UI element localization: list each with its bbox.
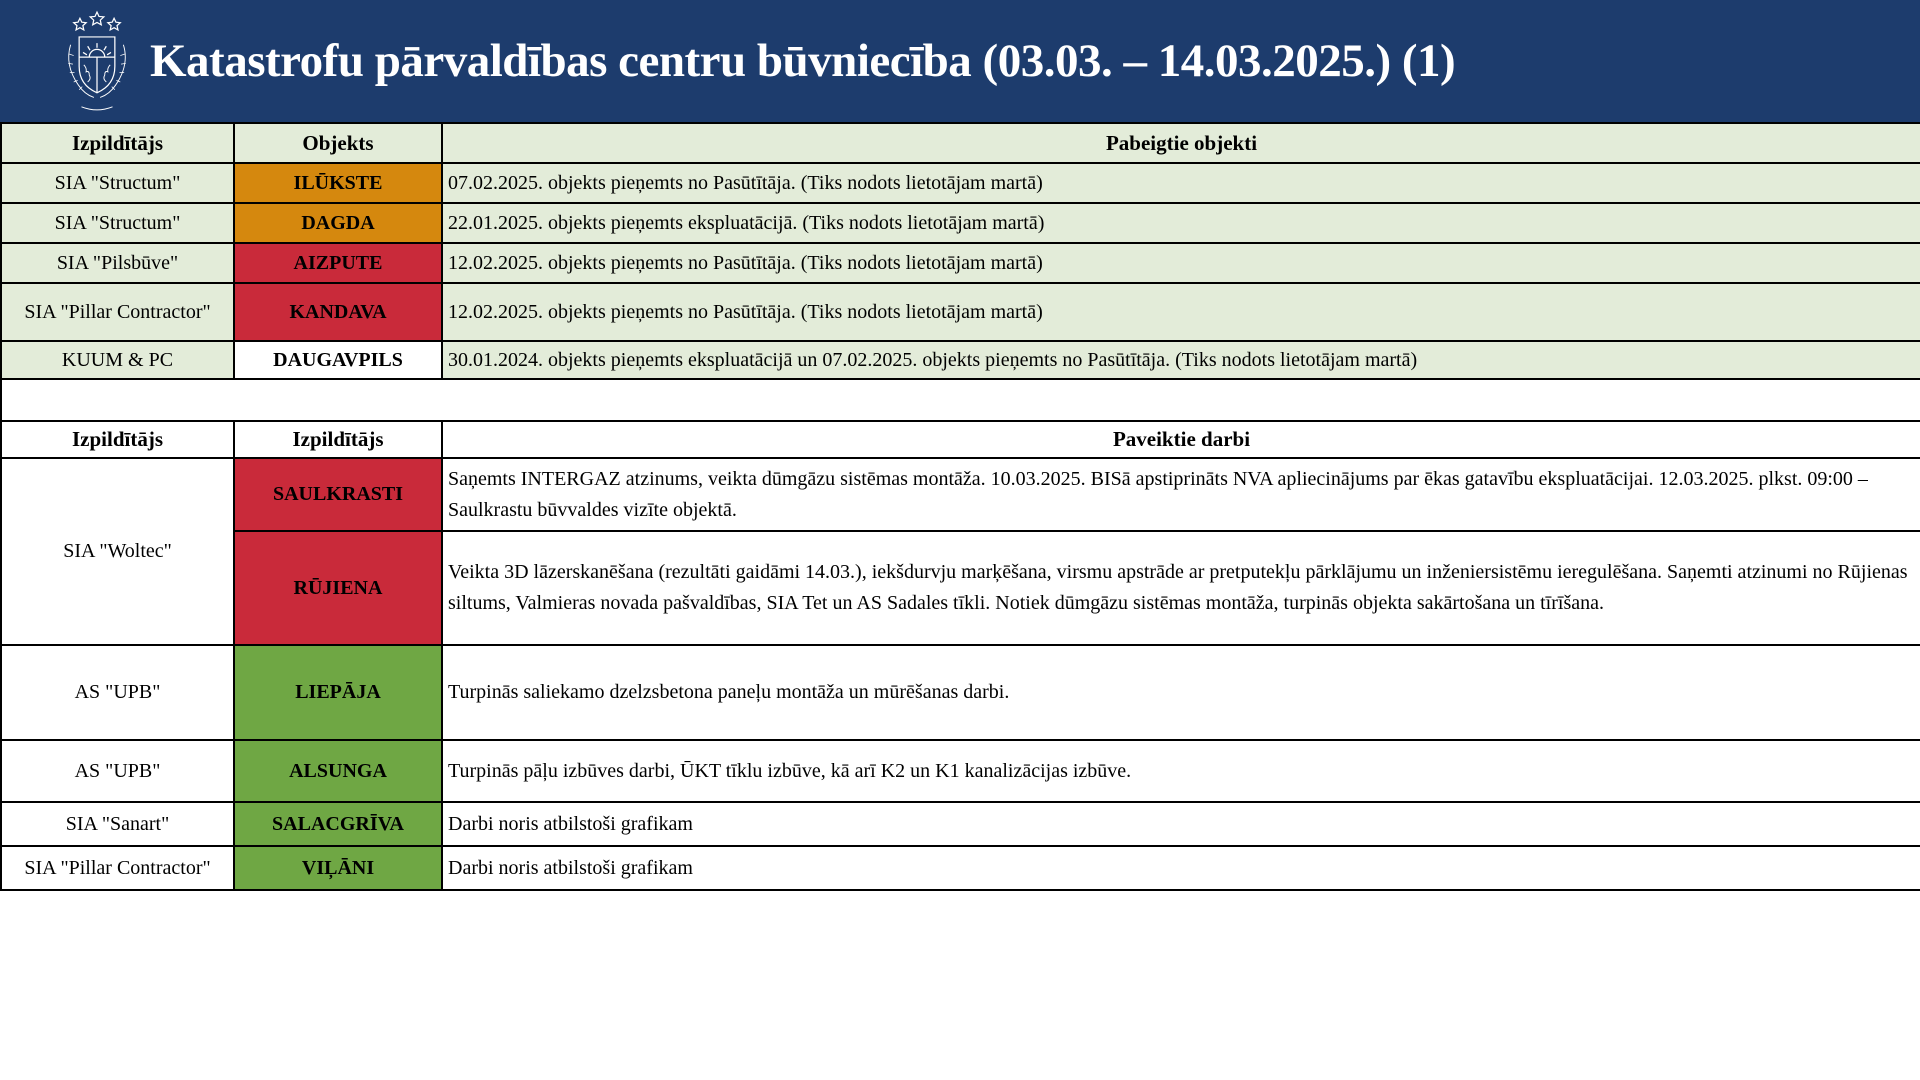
work-cell: Turpinās saliekamo dzelzsbetona paneļu m… (441, 644, 1920, 741)
table-row: KUUM & PC DAUGAVPILS 30.01.2024. objekts… (0, 340, 1920, 380)
object-status-cell: KANDAVA (233, 282, 443, 342)
progress-col-object: Izpildītājs (233, 420, 443, 459)
table-row: RŪJIENA Veikta 3D lāzerskanēšana (rezult… (1, 530, 1920, 646)
table-row: SIA "Woltec" SAULKRASTI Saņemts INTERGAZ… (0, 457, 1920, 646)
page-title: Katastrofu pārvaldības centru būvniecība… (150, 35, 1456, 87)
note-cell: 12.02.2025. objekts pieņemts no Pasūtītā… (441, 242, 1920, 284)
table-row: SIA "Sanart" SALACGRĪVA Darbi noris atbi… (0, 801, 1920, 847)
executor-cell: SIA "Pillar Contractor" (0, 845, 235, 891)
work-cell: Saņemts INTERGAZ atzinums, veikta dūmgāz… (441, 457, 1920, 532)
note-cell: 12.02.2025. objekts pieņemts no Pasūtītā… (441, 282, 1920, 342)
executor-cell: SIA "Pilsbūve" (0, 242, 235, 284)
work-cell: Darbi noris atbilstoši grafikam (441, 801, 1920, 847)
completed-col-result: Pabeigtie objekti (441, 122, 1920, 164)
executor-cell: SIA "Pillar Contractor" (0, 282, 235, 342)
table-row: SIA "Pilsbūve" AIZPUTE 12.02.2025. objek… (0, 242, 1920, 284)
table-row: SIA "Structum" DAGDA 22.01.2025. objekts… (0, 202, 1920, 244)
completed-col-object: Objekts (233, 122, 443, 164)
table-row: SIA "Pillar Contractor" KANDAVA 12.02.20… (0, 282, 1920, 342)
executor-cell: SIA "Sanart" (0, 801, 235, 847)
object-status-cell: AIZPUTE (233, 242, 443, 284)
object-status-cell: LIEPĀJA (233, 644, 443, 741)
executor-cell: AS "UPB" (0, 739, 235, 803)
table-row: SIA "Structum" ILŪKSTE 07.02.2025. objek… (0, 162, 1920, 204)
latvia-coat-of-arms-icon (58, 9, 136, 113)
executor-cell: SIA "Structum" (0, 162, 235, 204)
object-status-cell: VIĻĀNI (233, 845, 443, 891)
object-status-cell: SAULKRASTI (233, 457, 443, 532)
progress-col-executor: Izpildītājs (0, 420, 235, 459)
completed-header-row: Izpildītājs Objekts Pabeigtie objekti (0, 122, 1920, 164)
work-cell: Veikta 3D lāzerskanēšana (rezultāti gaid… (441, 530, 1920, 646)
table-row: AS "UPB" LIEPĀJA Turpinās saliekamo dzel… (0, 644, 1920, 741)
object-status-cell: ILŪKSTE (233, 162, 443, 204)
executor-cell: SIA "Structum" (0, 202, 235, 244)
object-status-cell: SALACGRĪVA (233, 801, 443, 847)
note-cell: 22.01.2025. objekts pieņemts ekspluatāci… (441, 202, 1920, 244)
executor-cell: SIA "Woltec" (0, 457, 235, 646)
completed-col-executor: Izpildītājs (0, 122, 235, 164)
table-row: AS "UPB" ALSUNGA Turpinās pāļu izbūves d… (0, 739, 1920, 803)
title-band: Katastrofu pārvaldības centru būvniecība… (0, 0, 1920, 122)
executor-cell: KUUM & PC (0, 340, 235, 380)
object-status-cell: ALSUNGA (233, 739, 443, 803)
work-cell: Darbi noris atbilstoši grafikam (441, 845, 1920, 891)
object-status-cell: DAUGAVPILS (233, 340, 443, 380)
progress-col-work: Paveiktie darbi (441, 420, 1920, 459)
object-status-cell: DAGDA (233, 202, 443, 244)
note-cell: 30.01.2024. objekts pieņemts ekspluatāci… (441, 340, 1920, 380)
report-table: Izpildītājs Objekts Pabeigtie objekti SI… (0, 122, 1920, 891)
object-status-cell: RŪJIENA (233, 530, 443, 646)
spacer-cell (0, 378, 1920, 422)
note-cell: 07.02.2025. objekts pieņemts no Pasūtītā… (441, 162, 1920, 204)
work-cell: Turpinās pāļu izbūves darbi, ŪKT tīklu i… (441, 739, 1920, 803)
executor-cell: AS "UPB" (0, 644, 235, 741)
progress-header-row: Izpildītājs Izpildītājs Paveiktie darbi (0, 420, 1920, 459)
table-row: SIA "Pillar Contractor" VIĻĀNI Darbi nor… (0, 845, 1920, 891)
table-spacer-row (0, 378, 1920, 422)
